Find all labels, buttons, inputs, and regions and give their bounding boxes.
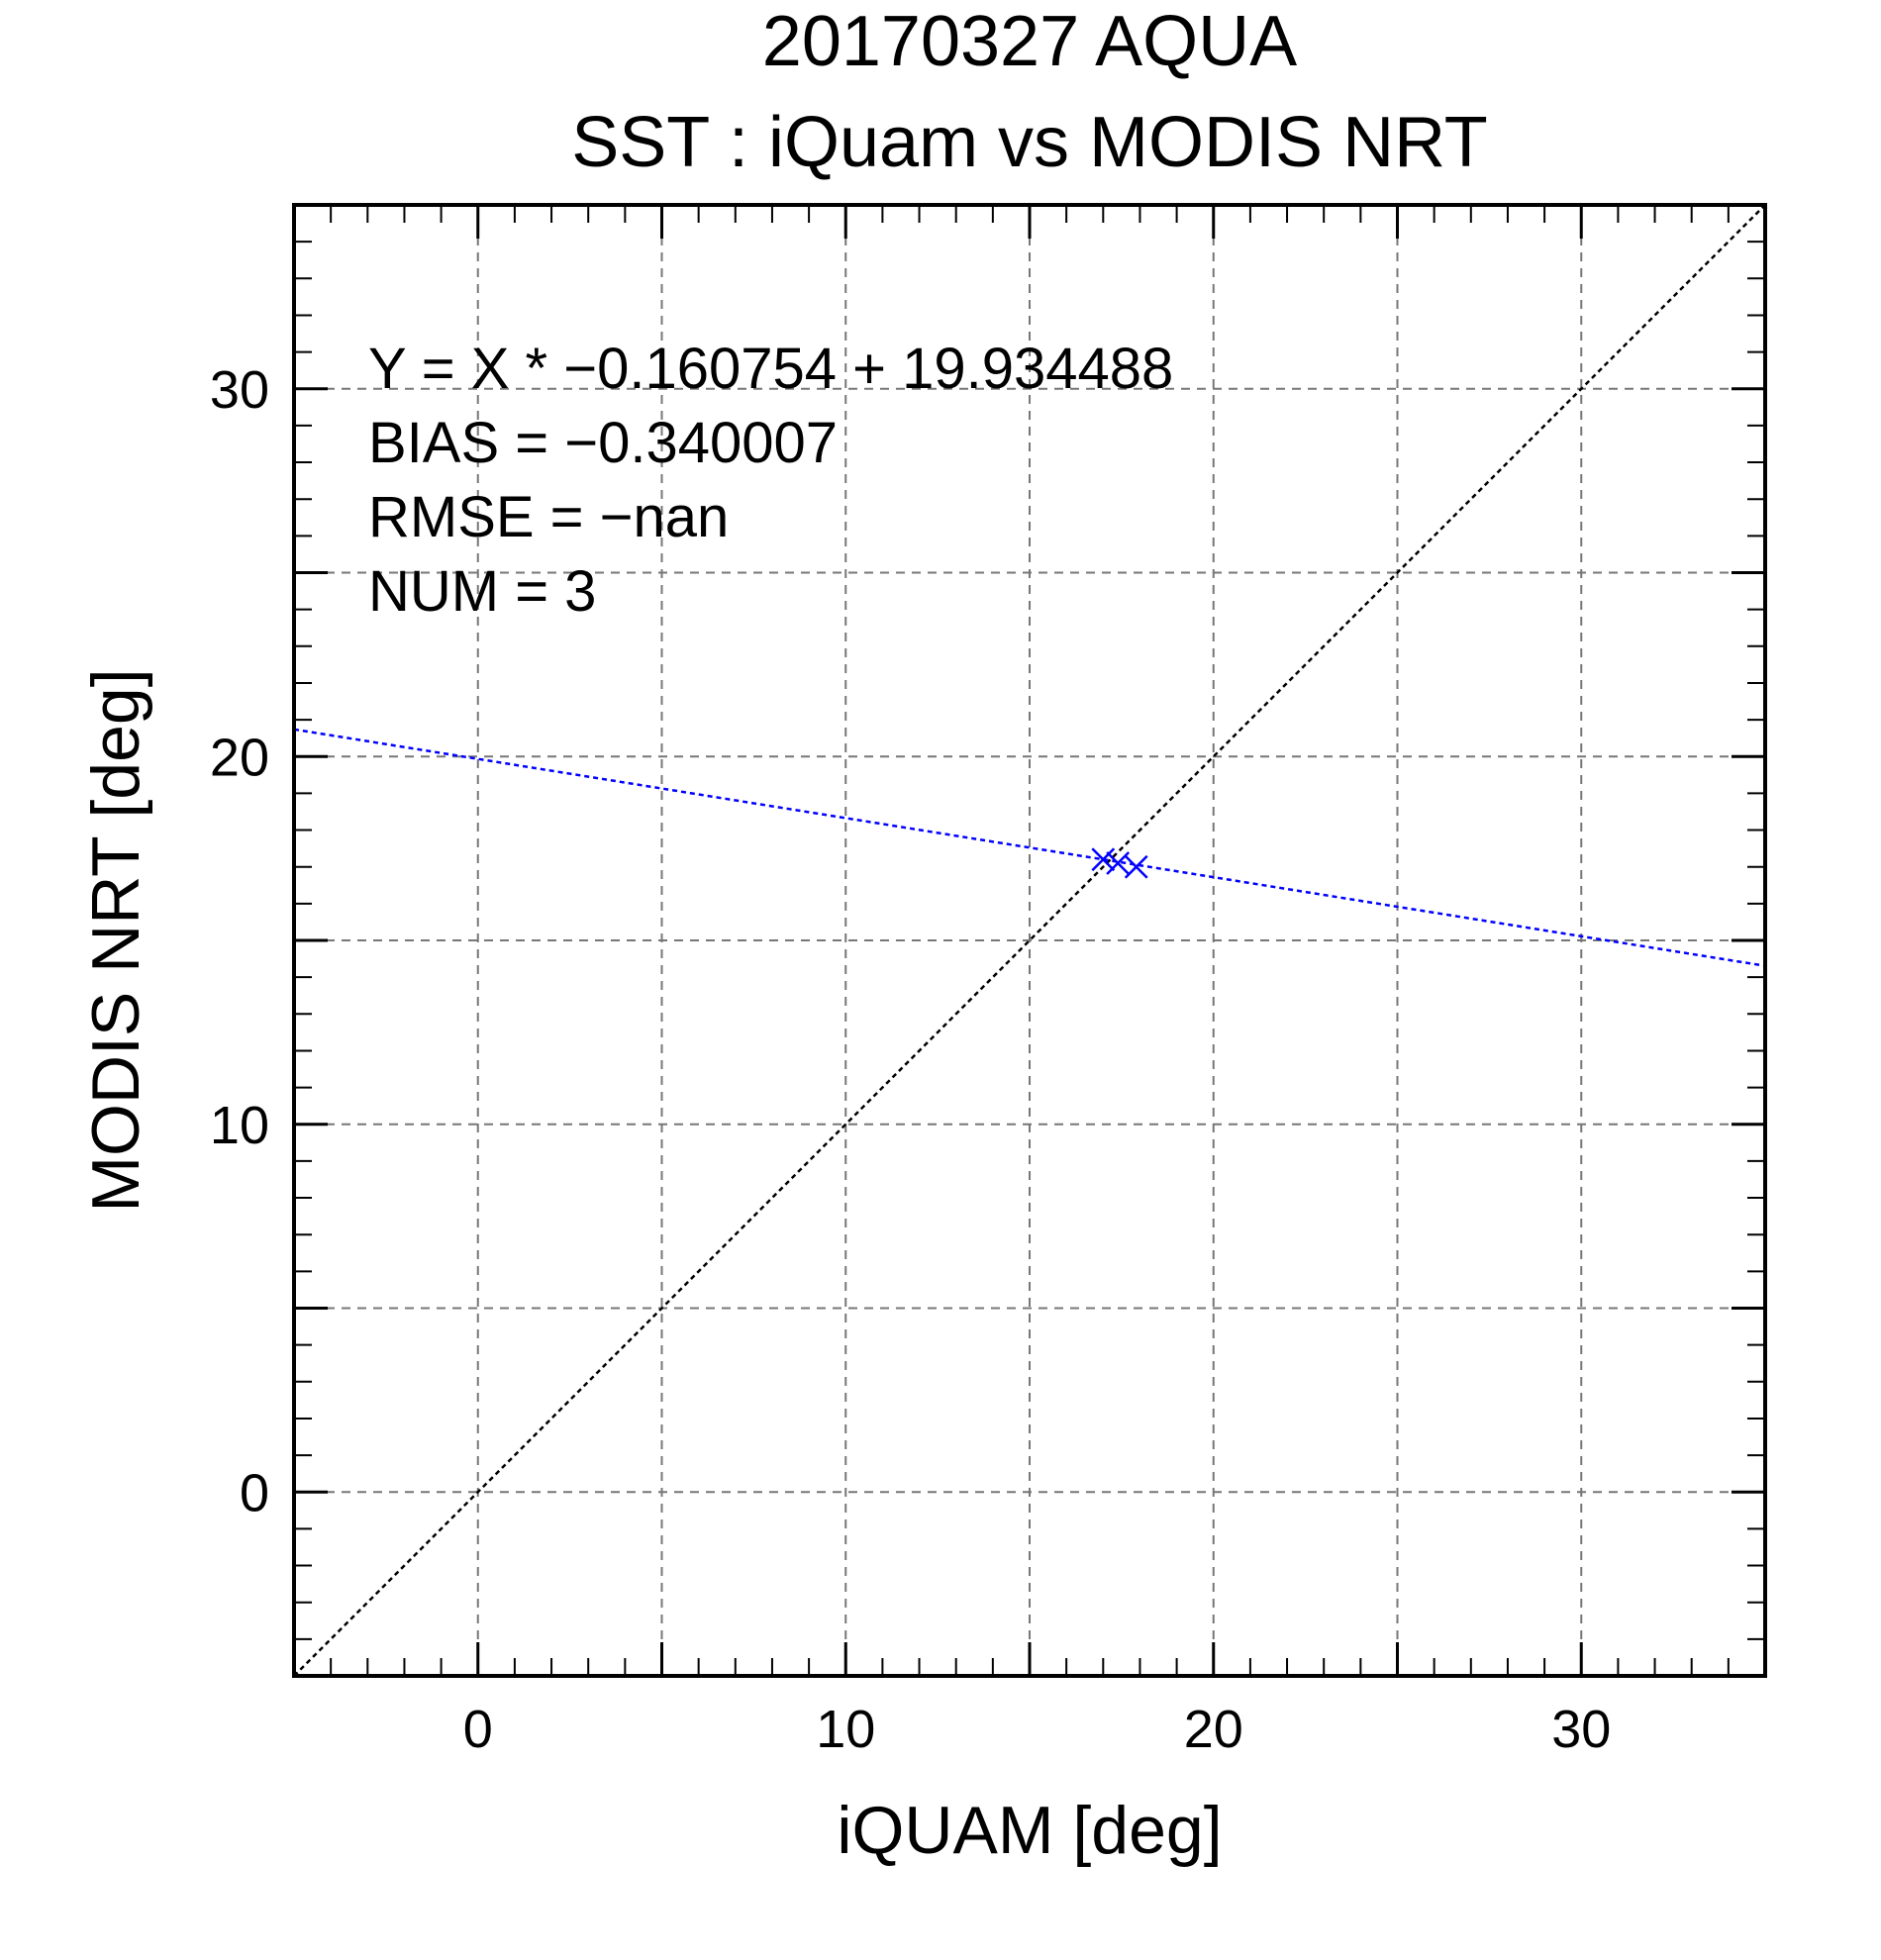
y-tick-labels: 0 10 20 30: [210, 360, 269, 1523]
data-point: [1106, 851, 1131, 875]
y-tick-label: 30: [210, 360, 269, 420]
bias-value: BIAS = −0.340007: [368, 411, 838, 475]
y-axis-label: MODIS NRT [deg]: [78, 668, 153, 1212]
fit-line: [294, 728, 1765, 967]
lines: [294, 205, 1765, 1676]
major-ticks: [294, 205, 1765, 1676]
stats-annotations: Y = X * −0.160754 + 19.934488 BIAS = −0.…: [368, 337, 1173, 624]
fit-equation: Y = X * −0.160754 + 19.934488: [368, 337, 1173, 401]
data-point: [1091, 847, 1116, 872]
x-axis-label: iQUAM [deg]: [837, 1793, 1222, 1868]
plot-frame: [292, 203, 1767, 1678]
x-tick-label: 30: [1551, 1700, 1611, 1759]
data-points: [1091, 847, 1148, 879]
x-tick-label: 10: [816, 1700, 875, 1759]
x-tick-label: 0: [463, 1700, 493, 1759]
x-tick-labels: 0 10 20 30: [463, 1700, 1612, 1759]
y-tick-label: 10: [210, 1096, 269, 1155]
data-point: [1124, 854, 1148, 879]
chart-title: 20170327 AQUA: [762, 2, 1297, 81]
y-tick-label: 0: [240, 1463, 269, 1522]
chart-subtitle: SST : iQuam vs MODIS NRT: [571, 103, 1488, 182]
x-tick-label: 20: [1184, 1700, 1243, 1759]
num-value: NUM = 3: [368, 559, 596, 624]
grid: [294, 205, 1765, 1676]
rmse-value: RMSE = −nan: [368, 485, 729, 549]
y-tick-label: 20: [210, 728, 269, 787]
